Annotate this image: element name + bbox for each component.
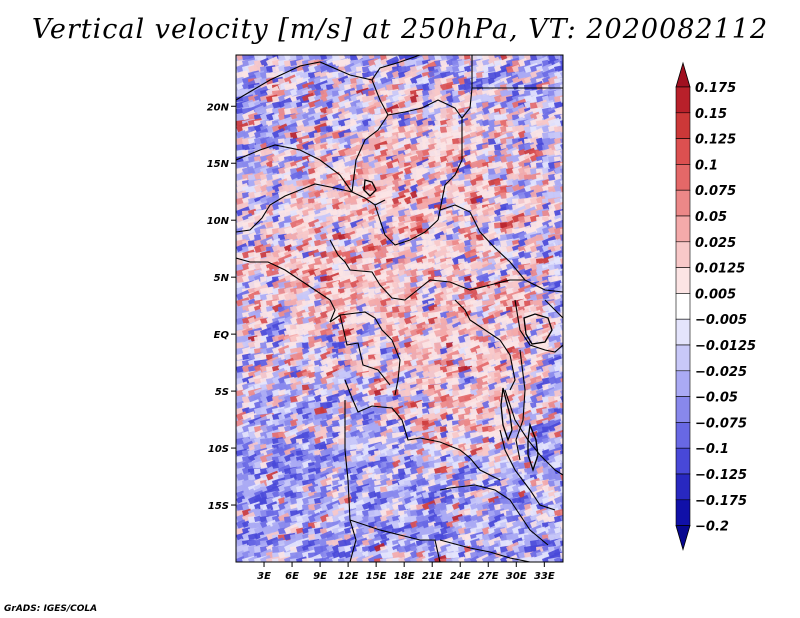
colorbar-label: −0.025 (695, 365, 747, 380)
colorbar-swatch (675, 215, 691, 243)
lat-axis: 20N 15N 10N 5N EQ 5S 10S 15S (207, 102, 236, 512)
colorbar-label: 0.175 (695, 81, 736, 96)
lat-label: EQ (214, 330, 230, 341)
lon-label: 33E (534, 571, 555, 582)
colorbar-swatch (675, 318, 691, 346)
colorbar-swatch (675, 344, 691, 372)
colorbar-label: 0.15 (695, 107, 727, 122)
grads-credit: GrADS: IGES/COLA (4, 604, 98, 614)
colorbar-label: −0.1 (695, 442, 729, 457)
lake-outlines (363, 179, 553, 473)
colorbar-label: −0.005 (695, 313, 747, 328)
colorbar: 0.175 0.15 0.125 0.1 0.075 0.05 0.025 0.0125 0.0… (675, 61, 756, 552)
lon-label: 6E (285, 571, 299, 582)
map-frame (235, 54, 564, 563)
colorbar-swatch (675, 473, 691, 501)
colorbar-swatch (675, 447, 691, 475)
lon-label: 24E (450, 571, 471, 582)
colorbar-label: 0.005 (695, 287, 736, 302)
colorbar-swatch (675, 241, 691, 268)
lat-label: 20N (207, 102, 230, 113)
colorbar-swatch (675, 189, 691, 217)
colorbar-label: 0.1 (695, 158, 718, 173)
colorbar-label: 0.0125 (695, 262, 745, 277)
colorbar-swatch (675, 164, 691, 191)
lat-label: 15N (207, 159, 230, 170)
colorbar-swatch (675, 293, 691, 320)
colorbar-label: 0.05 (695, 210, 727, 225)
lon-label: 12E (338, 571, 359, 582)
colorbar-label: 0.125 (695, 133, 736, 148)
lon-axis: 3E 6E 9E 12E 15E 18E 21E 24E 27E 30E 33E (257, 562, 555, 582)
colorbar-swatch (675, 396, 691, 423)
lat-label: 15S (208, 501, 229, 512)
colorbar-bottom-arrow (675, 525, 691, 552)
colorbar-label: −0.0125 (695, 339, 756, 354)
map-title: Vertical velocity [m/s] at 250hPa, VT: 2… (31, 14, 769, 45)
lon-label: 3E (257, 571, 271, 582)
colorbar-label: −0.05 (695, 391, 738, 406)
lat-label: 5S (215, 387, 229, 398)
lon-label: 27E (478, 571, 499, 582)
colorbar-top-arrow (675, 61, 691, 88)
colorbar-swatch (675, 499, 691, 526)
lon-label: 15E (366, 571, 387, 582)
velocity-field (236, 55, 563, 562)
colorbar-swatch (675, 86, 691, 114)
colorbar-label: 0.075 (695, 184, 736, 199)
lat-label: 10N (207, 216, 230, 227)
colorbar-label: 0.025 (695, 236, 736, 251)
colorbar-swatch (675, 112, 691, 139)
colorbar-label: −0.075 (695, 416, 747, 431)
lon-label: 18E (394, 571, 415, 582)
lat-label: 10S (208, 444, 229, 455)
lon-label: 9E (313, 571, 327, 582)
colorbar-swatch (675, 138, 691, 165)
colorbar-swatch (675, 370, 691, 397)
colorbar-swatch (675, 422, 691, 449)
lat-label: 5N (214, 273, 230, 284)
colorbar-label: −0.2 (695, 520, 729, 535)
colorbar-label: −0.125 (695, 468, 747, 483)
lon-label: 30E (506, 571, 527, 582)
lon-label: 21E (422, 571, 443, 582)
colorbar-label: −0.175 (695, 494, 747, 509)
colorbar-swatch (675, 267, 691, 294)
country-borders (236, 55, 563, 562)
